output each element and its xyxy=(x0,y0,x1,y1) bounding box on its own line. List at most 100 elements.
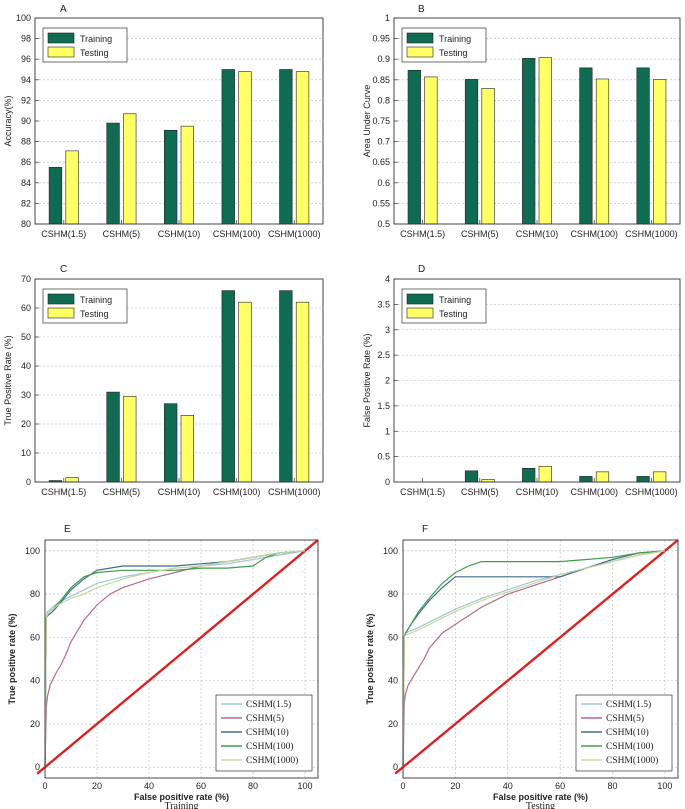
legend-swatch-training xyxy=(47,293,75,305)
roc-curve-1 xyxy=(44,550,306,768)
y-tick-label: 80 xyxy=(30,589,40,599)
roc-curve-5 xyxy=(44,550,306,768)
x-tick-label: 60 xyxy=(555,781,565,791)
y-axis-label: True positive rate (%) xyxy=(365,613,375,704)
bar-testing-2 xyxy=(123,396,137,483)
legend-label-training: Training xyxy=(439,34,471,44)
y-tick-label: 0.85 xyxy=(372,75,390,85)
x-tick-label: 60 xyxy=(196,781,206,791)
bar-testing-4 xyxy=(238,71,252,225)
y-tick-label: 20 xyxy=(21,419,31,429)
bar-training-5 xyxy=(636,67,650,225)
y-tick-label: 88 xyxy=(21,137,31,147)
bar-training-5 xyxy=(636,476,650,483)
bar-testing-2 xyxy=(123,113,137,225)
x-tick-label: CSHM(1.5) xyxy=(41,487,86,497)
y-tick-label: 0 xyxy=(26,477,31,487)
y-tick-label: 82 xyxy=(21,198,31,208)
bar-testing-4 xyxy=(595,471,610,483)
bar-testing-1 xyxy=(65,150,79,225)
y-tick-label: 20 xyxy=(388,719,398,729)
legend-label-1: CSHM(1.5) xyxy=(606,699,651,710)
plot-frame xyxy=(34,17,324,225)
y-tick-label: 90 xyxy=(21,116,31,126)
x-tick-label: 0 xyxy=(400,781,405,791)
subplot-caption: Testing xyxy=(526,801,555,809)
legend: CSHM(1.5) CSHM(5) CSHM(10) CSHM(100) CSHM(10… xyxy=(215,694,313,772)
x-tick-label: 100 xyxy=(297,781,312,791)
y-tick-label: 0.95 xyxy=(372,34,390,44)
x-tick-label: CSHM(1.5) xyxy=(400,229,445,239)
y-tick-label: 0.55 xyxy=(372,198,390,208)
bar-testing-3 xyxy=(180,125,194,225)
x-tick-label: CSHM(1000) xyxy=(625,229,678,239)
panel-b: B 0.5 0.55 0.6 0.65 0.7 0.75 0.8 0.85 0.9 0.95 1 CSH… xyxy=(362,4,681,239)
legend-box xyxy=(575,694,673,772)
y-tick-label: 0.8 xyxy=(377,95,390,105)
y-tick-label: 60 xyxy=(21,303,31,313)
legend-label-testing: Testing xyxy=(80,309,109,319)
legend-label-1: CSHM(1.5) xyxy=(246,699,291,710)
x-tick-label: CSHM(1.5) xyxy=(400,487,445,497)
y-tick-label: 4 xyxy=(385,274,390,284)
panel-e: E 0 20 40 60 80 100 0 20 40 60 80 100 False positive … xyxy=(7,524,319,809)
panel-c: C 0 10 20 30 40 50 60 70 CSHM(1.5) CSHM(5) CSHM(10)… xyxy=(3,264,324,497)
bar-testing-3 xyxy=(538,465,552,483)
bar-testing-5 xyxy=(295,71,310,225)
panel-label: F xyxy=(422,524,428,535)
y-axis-label: False Positive Rate (%) xyxy=(362,333,372,427)
legend-box xyxy=(215,694,313,772)
x-tick-label: CSHM(5) xyxy=(461,487,499,497)
panel-d: D 0 0.5 1 1.5 2 2.5 3 3.5 4 CSHM(1.5) CSHM(5) CSHM(1… xyxy=(362,264,681,497)
y-tick-label: 0.7 xyxy=(377,137,390,147)
bar-training-4 xyxy=(579,476,593,483)
panel-f: F 0 20 40 60 80 100 0 20 40 60 80 100 False positive … xyxy=(365,524,679,809)
y-tick-label: 40 xyxy=(30,676,40,686)
panel-label: C xyxy=(60,264,67,275)
y-tick-label: 70 xyxy=(21,274,31,284)
bar-testing-5 xyxy=(653,471,667,483)
bar-training-3 xyxy=(164,403,178,483)
legend: Training Testing xyxy=(401,288,487,324)
bar-training-4 xyxy=(221,69,235,225)
chance-diagonal xyxy=(36,539,319,775)
legend-swatch-testing xyxy=(406,46,434,58)
x-tick-label: 40 xyxy=(144,781,154,791)
plot-frame xyxy=(393,278,681,483)
x-tick-label: CSHM(100) xyxy=(213,487,261,497)
y-tick-label: 3 xyxy=(385,325,390,335)
legend-swatch-training xyxy=(47,32,75,44)
bar-testing-3 xyxy=(180,414,194,483)
y-tick-label: 84 xyxy=(21,178,31,188)
y-tick-label: 0.65 xyxy=(372,157,390,167)
y-tick-label: 80 xyxy=(21,219,31,229)
legend-label-testing: Testing xyxy=(439,48,468,58)
y-tick-label: 0 xyxy=(393,762,398,772)
legend-label-2: CSHM(5) xyxy=(246,713,284,724)
x-tick-label: CSHM(10) xyxy=(158,487,201,497)
panel-a: A 80 82 84 86 88 90 92 94 96 98 100 CSHM(1.5) CSHM(5)… xyxy=(3,4,324,239)
bar-testing-4 xyxy=(238,301,252,483)
y-tick-label: 0 xyxy=(385,477,390,487)
x-tick-label: CSHM(100) xyxy=(213,229,261,239)
x-tick-label: 0 xyxy=(42,781,47,791)
y-tick-label: 1 xyxy=(385,426,390,436)
bar-testing-1 xyxy=(424,76,438,225)
legend-label-training: Training xyxy=(80,295,112,305)
y-tick-label: 40 xyxy=(21,361,31,371)
y-tick-label: 0 xyxy=(35,762,40,772)
legend: Training Testing xyxy=(42,288,128,324)
bar-training-2 xyxy=(464,470,479,483)
y-tick-label: 1.5 xyxy=(377,401,390,411)
bar-training-4 xyxy=(579,67,593,225)
legend-swatch-testing xyxy=(47,46,75,58)
bar-training-3 xyxy=(522,58,536,225)
x-tick-label: 20 xyxy=(450,781,460,791)
x-axis-label: False positive rate (%) xyxy=(493,792,588,802)
y-tick-label: 50 xyxy=(21,332,31,342)
y-tick-label: 0.6 xyxy=(377,178,390,188)
panel-label: B xyxy=(418,4,425,15)
y-tick-label: 1 xyxy=(385,13,390,23)
bar-training-1 xyxy=(48,167,63,225)
